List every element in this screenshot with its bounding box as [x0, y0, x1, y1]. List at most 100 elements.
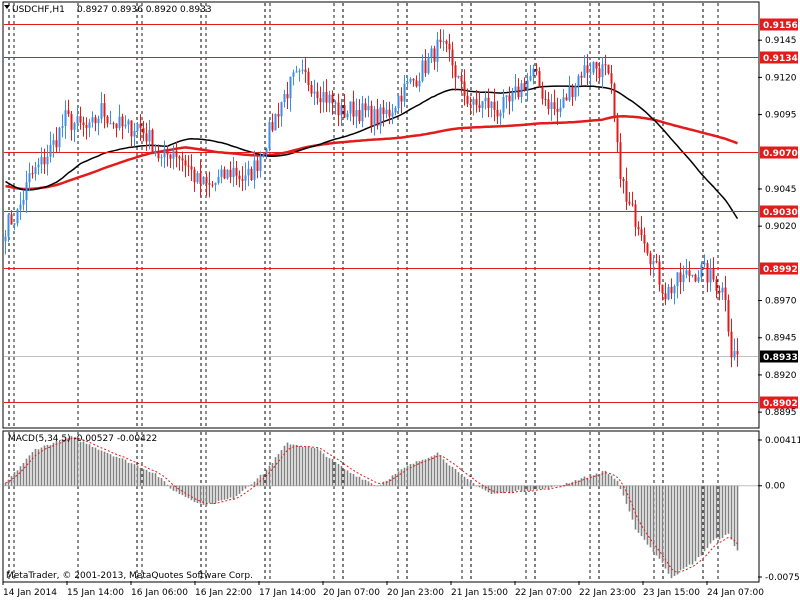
macd-bar [685, 485, 688, 568]
candle-body [628, 201, 631, 204]
candle-body [439, 39, 442, 42]
macd-bar [121, 458, 124, 486]
candle-body [394, 107, 397, 113]
x-tick-label: 16 Jan 22:00 [195, 588, 252, 598]
macd-bar [700, 485, 703, 556]
macd-bar [238, 485, 241, 494]
macd-bar [199, 485, 202, 504]
candle-body [238, 175, 241, 180]
macd-bar [490, 485, 493, 495]
candle-body [604, 64, 607, 66]
candle-body [22, 199, 25, 205]
macd-bar [316, 448, 319, 486]
candles [4, 29, 739, 368]
candle-body [688, 270, 691, 276]
macd-bar [289, 444, 292, 486]
macd-bar [400, 469, 403, 486]
candle-body [484, 97, 487, 102]
candle-body [190, 166, 193, 170]
ohlc-label: 0.8927 0.8936 0.8920 0.8933 [77, 5, 212, 15]
macd-bar [712, 485, 715, 541]
macd-bar [511, 485, 514, 493]
macd-bar [478, 485, 481, 488]
candle-body [541, 86, 544, 99]
macd-bar [634, 485, 637, 530]
macd-bar [457, 472, 460, 486]
macd-bar [394, 473, 397, 486]
x-tick-label: 22 Jan 07:00 [515, 588, 572, 598]
macd-bar [361, 479, 364, 486]
macd-bar [694, 485, 697, 562]
macd-bar [580, 478, 583, 486]
macd-bar [577, 480, 580, 486]
macd-bar [295, 444, 298, 486]
macd-bar [109, 454, 112, 486]
macd-bar [25, 458, 28, 486]
candle-body [250, 168, 253, 180]
macd-bar [133, 464, 136, 486]
candle-body [574, 86, 577, 97]
candle-body [451, 49, 454, 66]
candle-body [364, 103, 367, 111]
macd-bar [136, 465, 139, 486]
macd-bar [190, 485, 193, 501]
candle-body [517, 86, 520, 98]
symbol-label: USDCHF,H1 [12, 5, 65, 15]
macd-bar [145, 469, 148, 486]
macd-bar [97, 449, 100, 486]
macd-bar [166, 484, 169, 486]
candle-body [679, 272, 682, 283]
candle-body [274, 114, 277, 131]
macd-bar [532, 485, 535, 490]
horizontal-levels[interactable]: 0.9156 0.9134 0.9070 0.9030 0.8992 0.8902 0.89… [4, 18, 798, 410]
macd-bar [460, 475, 463, 486]
macd-bar [247, 485, 250, 487]
candle-body [361, 103, 364, 122]
candle-body [244, 175, 247, 181]
macd-bar [19, 466, 22, 486]
x-tick-label: 20 Jan 23:00 [387, 588, 444, 598]
candle-body [637, 226, 640, 230]
candle-body [103, 103, 106, 117]
macd-bar [625, 485, 628, 504]
candle-body [730, 331, 733, 358]
candle-body [178, 156, 181, 159]
macd-bar [547, 485, 550, 490]
macd-bar [454, 469, 457, 486]
candle-body [46, 156, 49, 165]
candle-body [511, 91, 514, 102]
candle-body [160, 157, 163, 159]
macd-bar [664, 485, 667, 569]
macd-bar [616, 480, 619, 486]
candle-body [472, 99, 475, 105]
x-tick-label: 24 Jan 07:00 [707, 588, 764, 598]
macd-bar [631, 485, 634, 520]
candle-body [214, 182, 217, 185]
candle-body [292, 72, 295, 77]
macd-bar [235, 485, 238, 497]
macd-bar [127, 462, 130, 486]
dropdown-arrow-icon[interactable] [4, 5, 10, 9]
macd-bar [220, 485, 223, 501]
candle-body [487, 97, 490, 108]
candle-body [622, 179, 625, 182]
macd-bar [79, 441, 82, 486]
macd-bar [241, 485, 244, 491]
macd-bar [16, 470, 19, 486]
level-tag-text: 0.8902 [763, 399, 798, 409]
candle-body [433, 48, 436, 62]
macd-bar [430, 456, 433, 486]
macd-bar [559, 485, 562, 487]
candle-body [106, 116, 109, 124]
candle-body [592, 62, 595, 73]
macd-bar [100, 450, 103, 486]
candle-body [367, 105, 370, 111]
candle-body [580, 75, 583, 78]
candle-body [253, 160, 256, 180]
candle-body [337, 102, 340, 116]
macd-bar [391, 475, 394, 486]
macd-bar [154, 473, 157, 486]
candle-body [130, 120, 133, 137]
candle-body [133, 130, 136, 137]
